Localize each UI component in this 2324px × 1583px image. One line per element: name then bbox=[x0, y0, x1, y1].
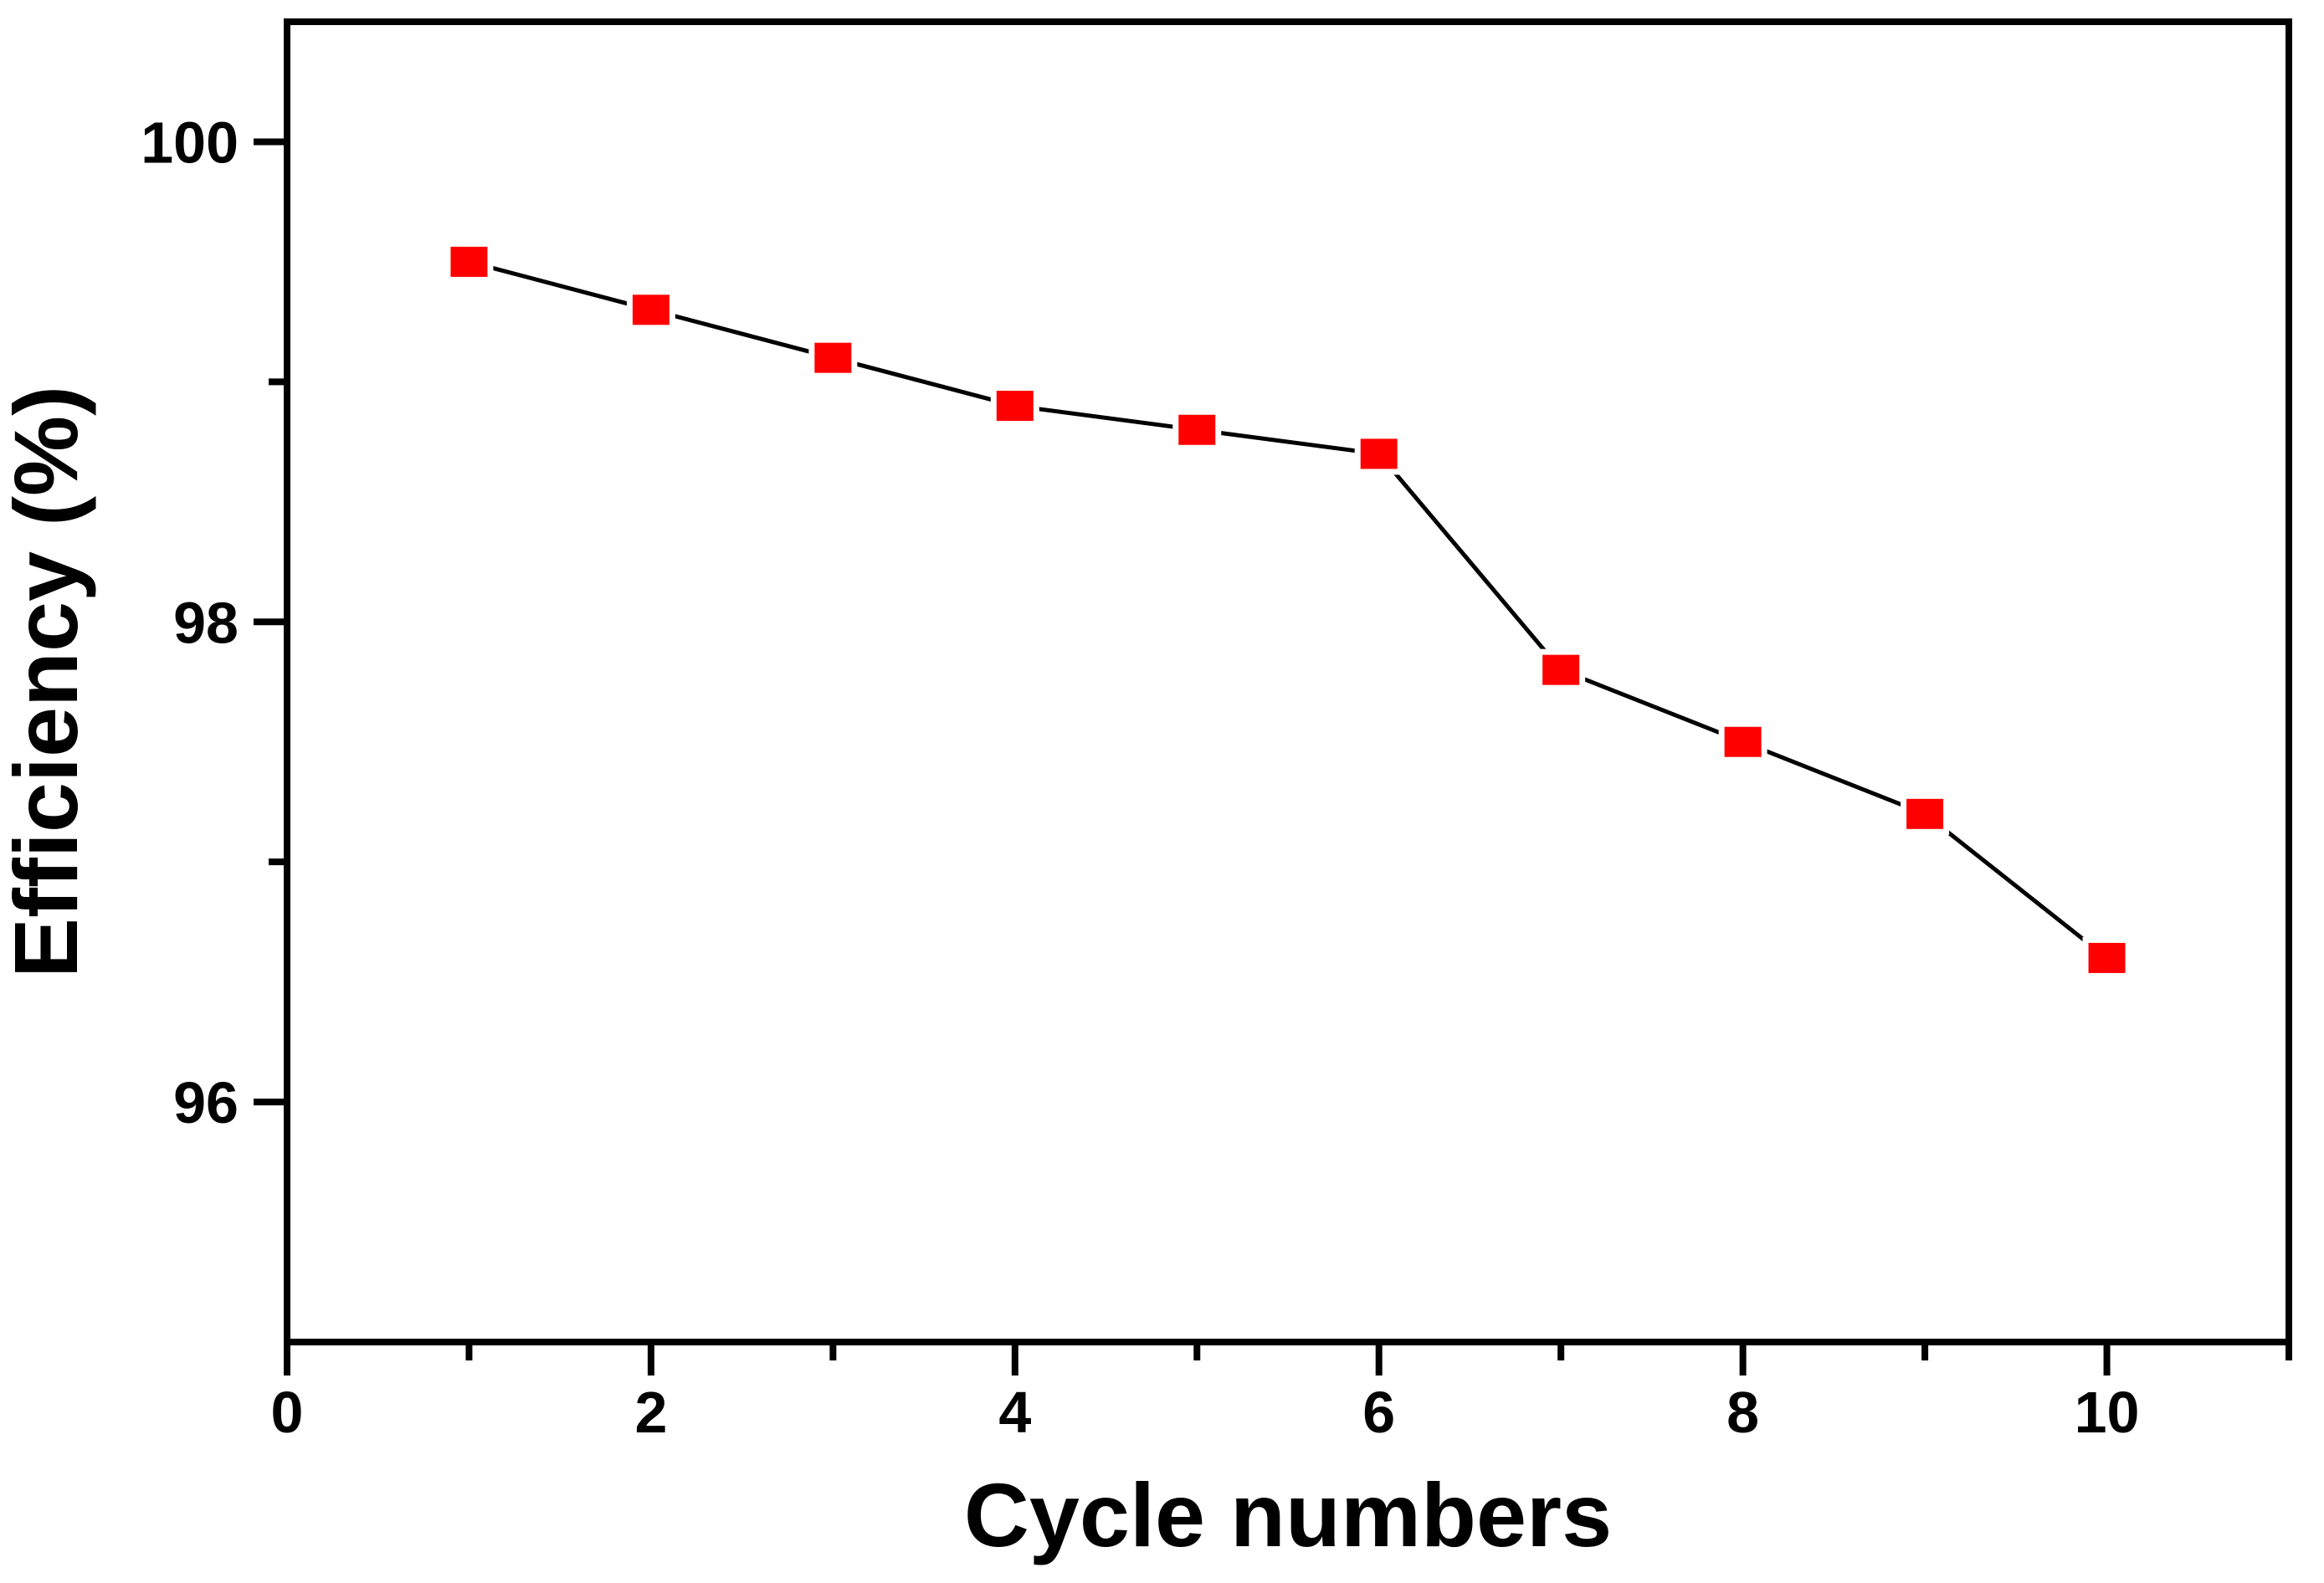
data-markers bbox=[444, 240, 2132, 979]
x-major-ticks bbox=[284, 1342, 2111, 1376]
x-tick-labels: 0 2 4 6 8 10 bbox=[271, 1380, 2140, 1445]
x-tick-label: 8 bbox=[1726, 1380, 1759, 1445]
x-minor-ticks bbox=[465, 1342, 2292, 1360]
data-point-marker bbox=[2088, 942, 2126, 973]
data-point-marker bbox=[814, 342, 852, 373]
data-line bbox=[468, 259, 2109, 960]
x-axis-title: Cycle numbers bbox=[964, 1464, 1612, 1565]
data-point-marker bbox=[1178, 414, 1216, 445]
x-tick-label: 0 bbox=[271, 1380, 304, 1445]
y-tick-label: 96 bbox=[173, 1070, 239, 1135]
x-tick-label: 4 bbox=[998, 1380, 1031, 1445]
data-point-marker bbox=[450, 246, 488, 277]
y-major-ticks bbox=[254, 138, 287, 1106]
plot-area bbox=[284, 18, 2292, 1345]
data-point-marker bbox=[632, 295, 669, 325]
x-tick-label: 2 bbox=[634, 1380, 667, 1445]
y-axis-title: Efficiency (%) bbox=[0, 386, 96, 978]
data-point-marker bbox=[1542, 654, 1580, 685]
data-point-marker bbox=[1906, 798, 1944, 829]
x-tick-label: 10 bbox=[2075, 1380, 2140, 1445]
data-point-marker bbox=[1360, 438, 1398, 469]
data-point-marker bbox=[1724, 726, 1762, 757]
y-tick-label: 100 bbox=[141, 110, 239, 175]
y-tick-label: 98 bbox=[173, 590, 239, 655]
x-tick-label: 6 bbox=[1362, 1380, 1395, 1445]
data-point-marker bbox=[996, 391, 1034, 422]
y-tick-labels: 100 98 96 bbox=[141, 110, 239, 1135]
y-minor-ticks bbox=[269, 378, 287, 866]
